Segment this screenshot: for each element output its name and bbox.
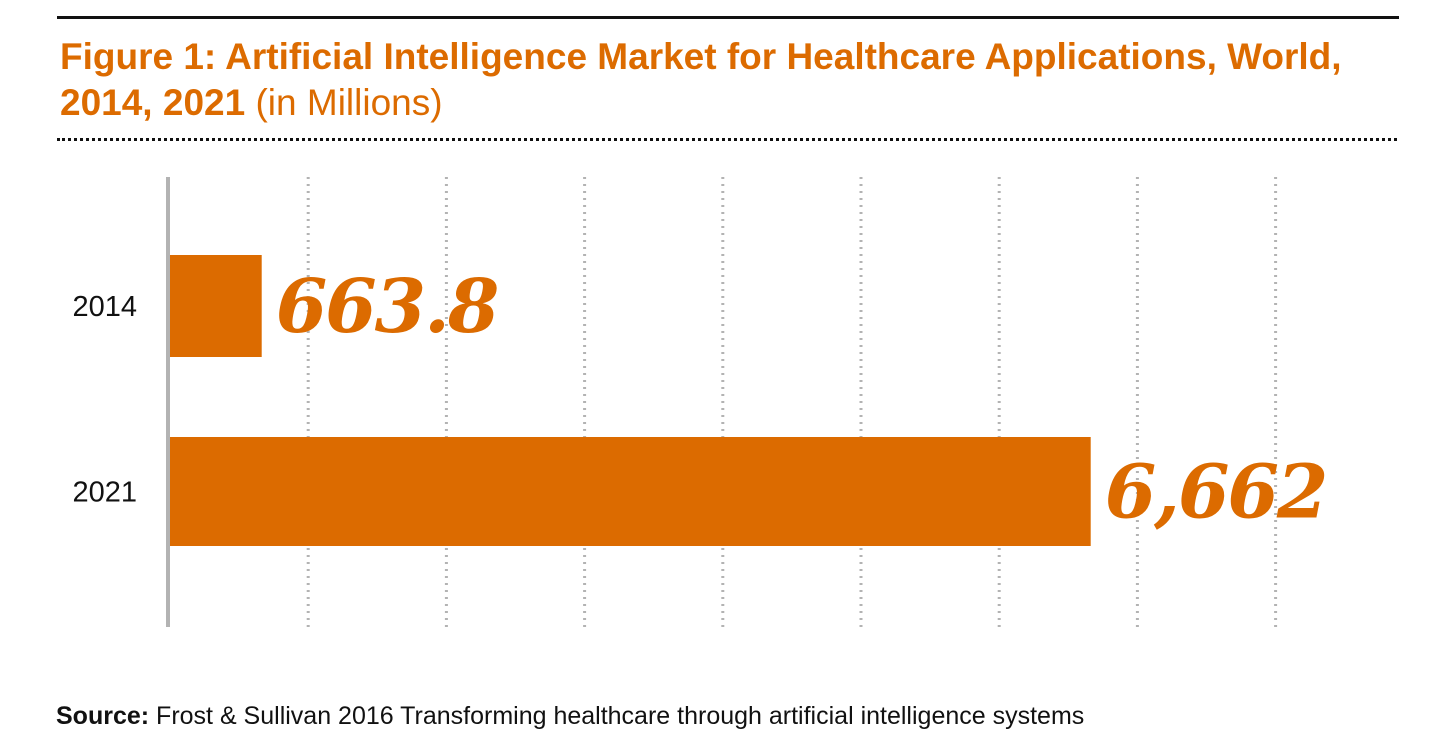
figure-title-unit: (in Millions) <box>255 82 443 123</box>
category-label-2021: 2021 <box>72 477 137 509</box>
bar-2014 <box>170 255 262 357</box>
top-rule <box>57 16 1399 19</box>
bar-2021 <box>170 437 1091 546</box>
value-label-2021: 6,662 <box>1105 450 1327 536</box>
figure-title-main: Figure 1: Artificial Intelligence Market… <box>60 36 1342 123</box>
source-label: Source: <box>56 702 150 730</box>
category-label-2014: 2014 <box>72 291 137 323</box>
source-note: Source: Frost & Sullivan 2016 Transformi… <box>56 700 1084 732</box>
labels: 2014 663.8 2021 6,662 <box>72 264 1328 536</box>
dotted-rule <box>57 138 1397 141</box>
gridlines <box>306 177 1278 627</box>
bars <box>170 255 1091 546</box>
source-text: Frost & Sullivan 2016 Transforming healt… <box>156 702 1085 730</box>
figure-title: Figure 1: Artificial Intelligence Market… <box>60 34 1420 126</box>
value-label-2014: 663.8 <box>276 264 498 350</box>
